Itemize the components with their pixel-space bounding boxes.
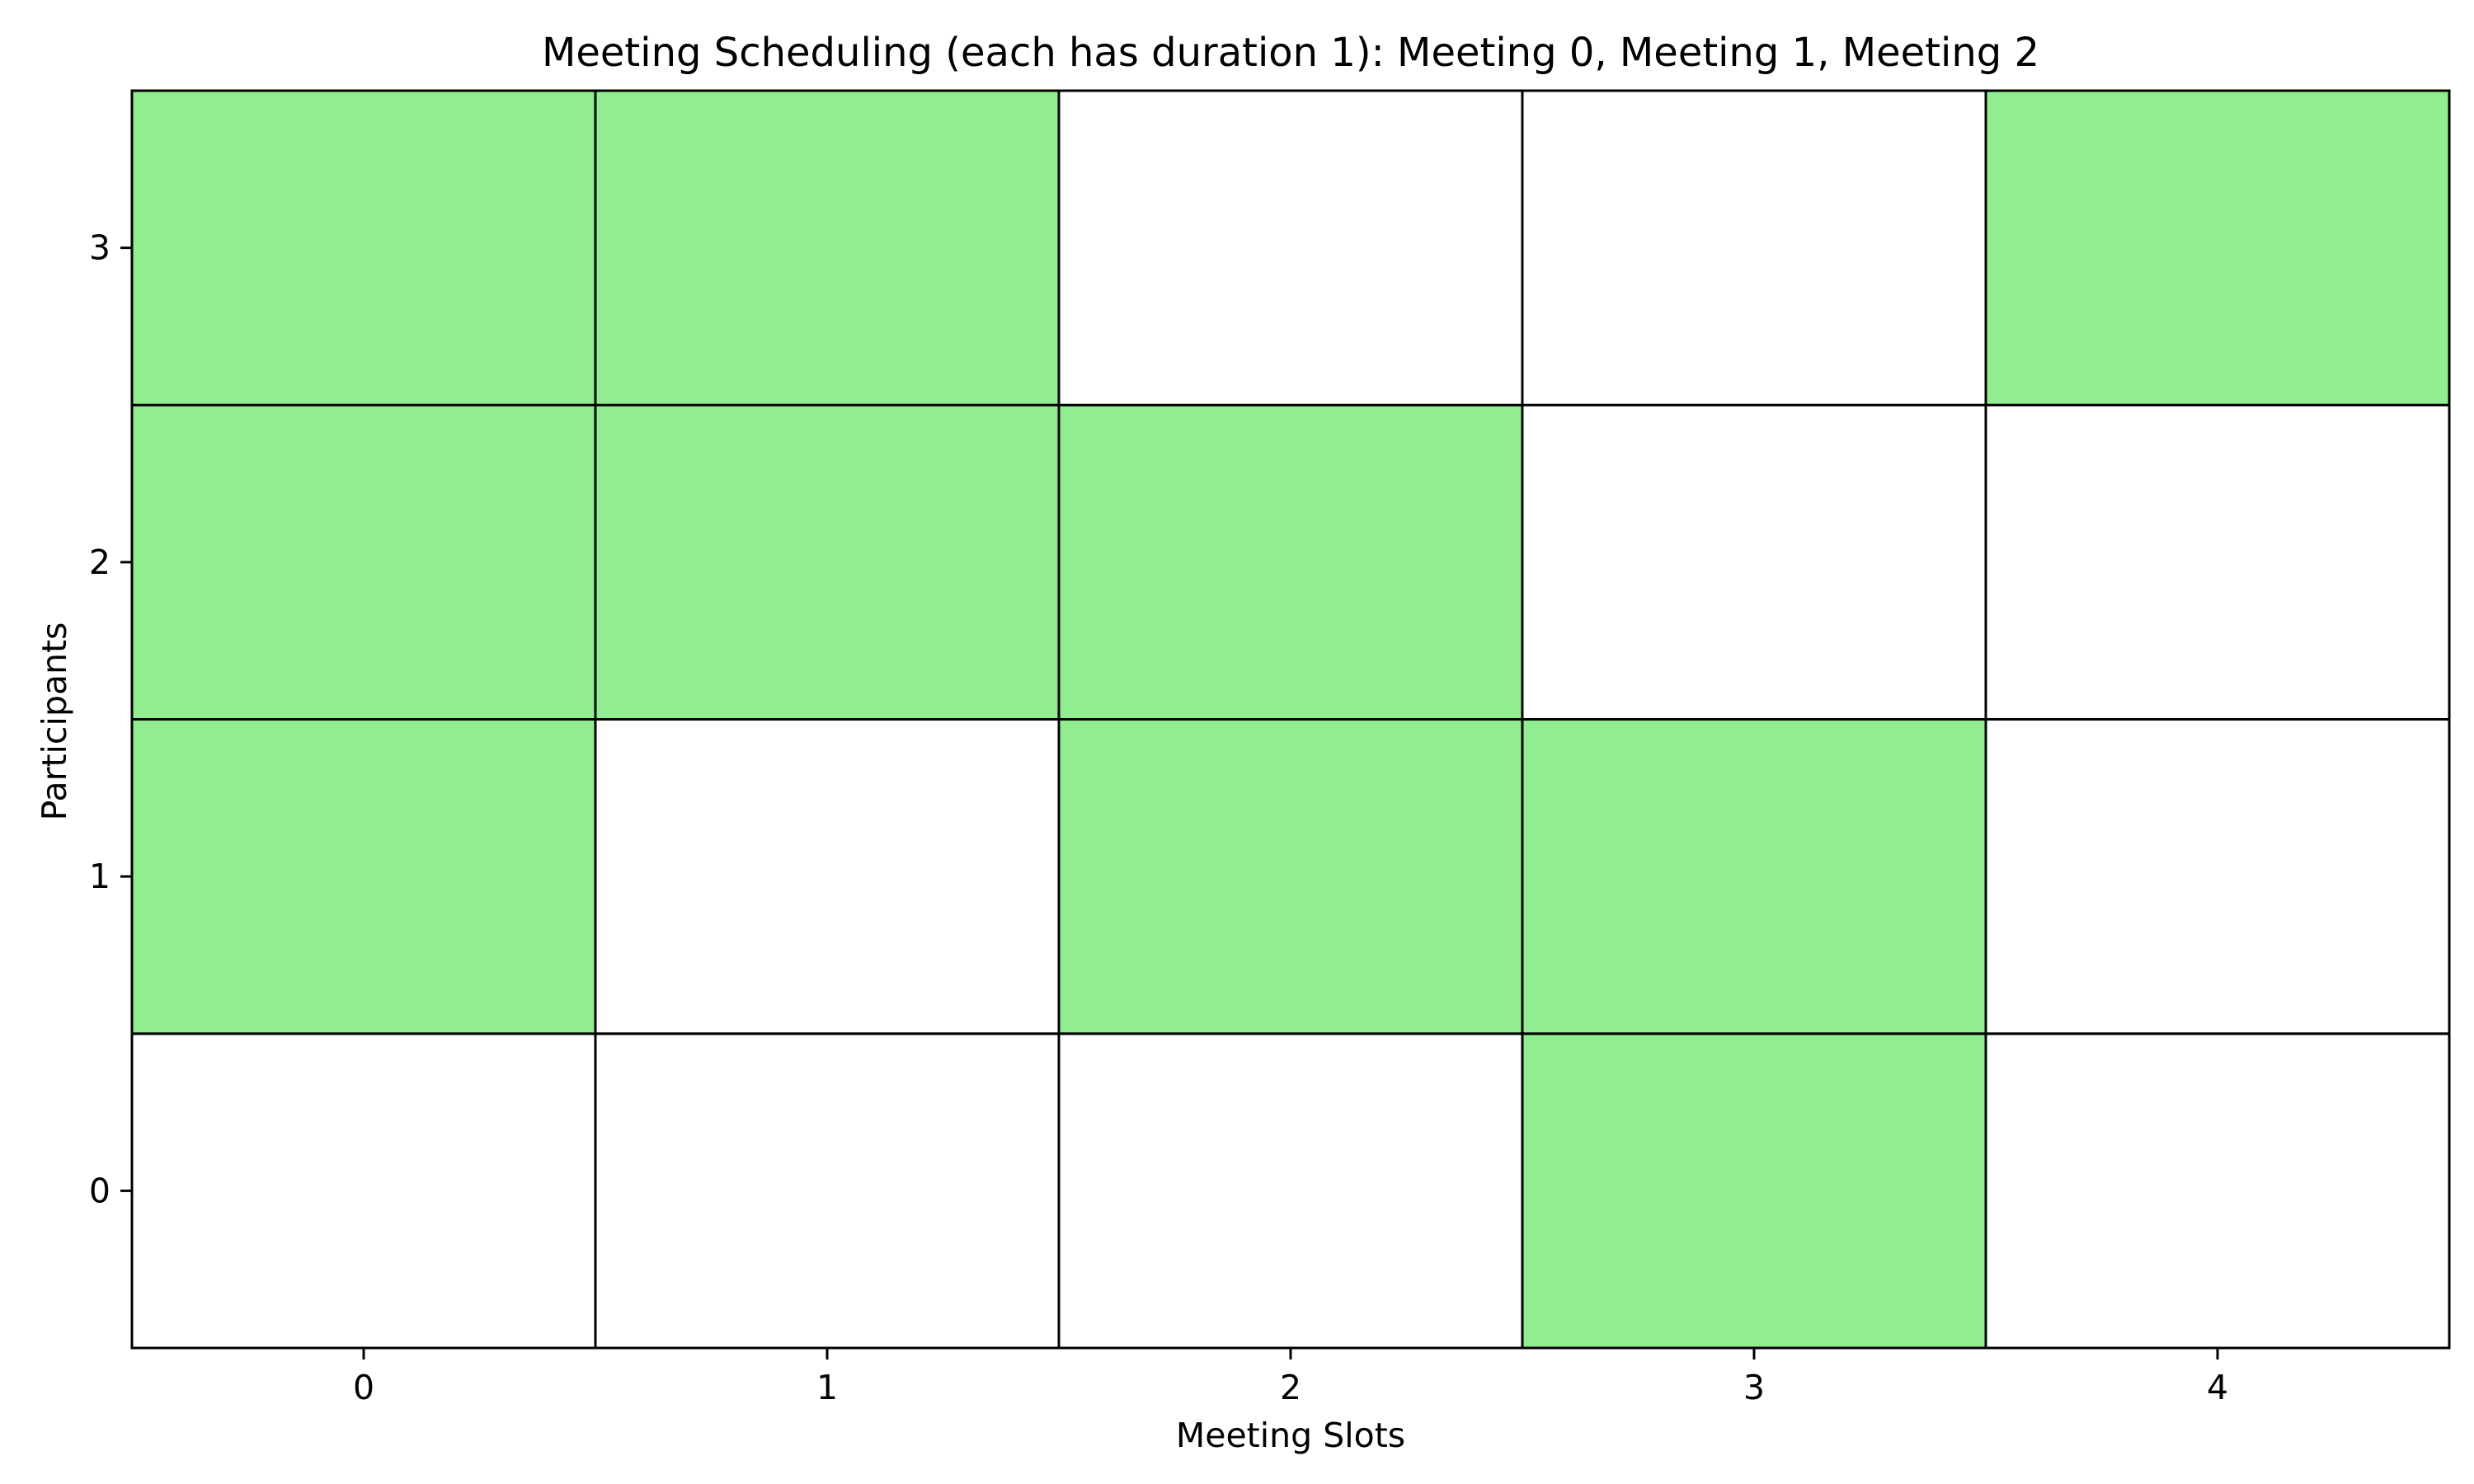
- chart-title: Meeting Scheduling (each has duration 1)…: [542, 30, 2039, 76]
- heatmap-cell-p3-s1-available: [594, 89, 1061, 406]
- y-axis-label: Participants: [35, 622, 74, 821]
- heatmap-cell-p2-s4-unavailable: [1984, 403, 2451, 721]
- heatmap-cell-p3-s0-available: [130, 89, 597, 406]
- heatmap-cell-p0-s1-unavailable: [594, 1032, 1061, 1350]
- plot-frame: [130, 89, 2451, 1350]
- x-tick-label: 2: [1280, 1368, 1301, 1407]
- x-axis-ticks: 0 1 2 3 4: [353, 1348, 2228, 1407]
- heatmap-cell-p2-s2-available: [1057, 403, 1524, 721]
- x-tick-label: 0: [353, 1368, 374, 1407]
- y-tick-label: 0: [89, 1171, 111, 1210]
- heatmap-cell-p3-s4-available: [1984, 89, 2451, 406]
- heatmap-cell-p2-s3-unavailable: [1521, 403, 1987, 721]
- heatmap-cells: [130, 89, 2451, 1350]
- x-tick-label: 4: [2207, 1368, 2228, 1407]
- x-axis-label: Meeting Slots: [1176, 1416, 1405, 1455]
- heatmap-cell-p1-s4-unavailable: [1984, 718, 2451, 1036]
- heatmap-cell-p0-s4-unavailable: [1984, 1032, 2451, 1350]
- heatmap-cell-p1-s3-available: [1521, 718, 1987, 1036]
- y-axis-ticks: 0 1 2 3: [89, 228, 132, 1210]
- heatmap-cell-p1-s0-available: [130, 718, 597, 1036]
- heatmap-cell-p0-s0-unavailable: [130, 1032, 597, 1350]
- heatmap-cell-p3-s2-unavailable: [1057, 89, 1524, 406]
- y-tick-label: 1: [89, 857, 111, 896]
- heatmap-cell-p2-s0-available: [130, 403, 597, 721]
- y-tick-label: 3: [89, 228, 111, 268]
- heatmap-cell-p0-s3-available: [1521, 1032, 1987, 1350]
- x-tick-label: 3: [1743, 1368, 1765, 1407]
- x-tick-label: 1: [816, 1368, 838, 1407]
- heatmap-cell-p1-s2-available: [1057, 718, 1524, 1036]
- heatmap-cell-p2-s1-available: [594, 403, 1061, 721]
- heatmap-cell-p0-s2-unavailable: [1057, 1032, 1524, 1350]
- heatmap-cell-p1-s1-unavailable: [594, 718, 1061, 1036]
- heatmap-cell-p3-s3-unavailable: [1521, 89, 1987, 406]
- y-tick-label: 2: [89, 542, 111, 582]
